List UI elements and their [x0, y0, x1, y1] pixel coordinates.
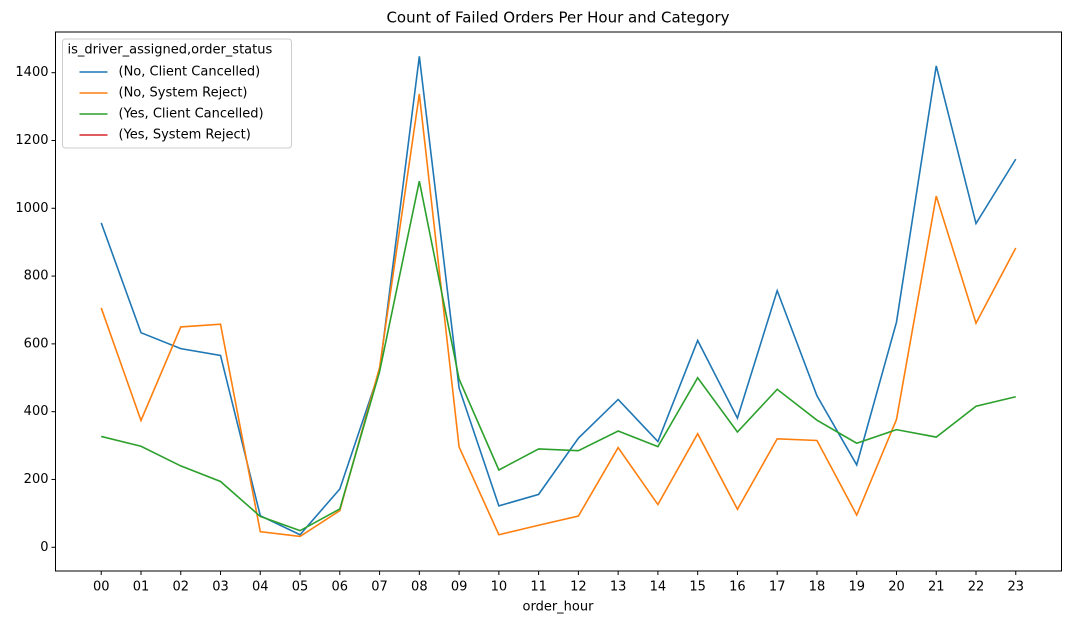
y-tick-label: 1000 [15, 201, 48, 216]
chart-title: Count of Failed Orders Per Hour and Cate… [386, 9, 729, 27]
y-tick-label: 0 [40, 540, 48, 555]
x-axis-label: order_hour [523, 600, 595, 615]
x-tick-label: 04 [252, 580, 269, 595]
y-tick-label: 1400 [15, 65, 48, 80]
legend-label: (Yes, Client Cancelled) [119, 107, 264, 122]
x-tick-label: 21 [928, 580, 945, 595]
x-tick-label: 22 [968, 580, 985, 595]
legend-label: (No, Client Cancelled) [119, 65, 261, 80]
x-tick-label: 03 [212, 580, 229, 595]
x-tick-label: 18 [809, 580, 826, 595]
x-tick-label: 02 [172, 580, 189, 595]
x-tick-label: 23 [1007, 580, 1024, 595]
x-tick-label: 09 [451, 580, 468, 595]
y-tick-label: 600 [24, 336, 49, 351]
x-tick-label: 01 [133, 580, 150, 595]
series-line [101, 180, 1016, 532]
x-tick-label: 17 [769, 580, 786, 595]
y-tick-label: 400 [24, 404, 49, 419]
x-tick-label: 05 [292, 580, 309, 595]
x-tick-label: 13 [610, 580, 627, 595]
x-tick-label: 11 [530, 580, 547, 595]
y-tick-label: 1200 [15, 133, 48, 148]
plot-frame [55, 31, 1062, 572]
x-tick-label: 16 [729, 580, 746, 595]
y-tick-label: 200 [24, 472, 49, 487]
x-tick-label: 20 [888, 580, 905, 595]
x-tick-label: 12 [570, 580, 587, 595]
x-tick-label: 06 [332, 580, 349, 595]
x-tick-label: 08 [411, 580, 428, 595]
x-tick-label: 15 [689, 580, 706, 595]
x-tick-label: 00 [93, 580, 110, 595]
legend-box [62, 38, 292, 149]
y-tick-label: 800 [24, 269, 49, 284]
x-tick-label: 14 [650, 580, 667, 595]
legend-title: is_driver_assigned,order_status [68, 43, 273, 58]
x-tick-label: 07 [371, 580, 388, 595]
x-tick-label: 19 [848, 580, 865, 595]
legend-label: (No, System Reject) [119, 86, 248, 101]
legend-label: (Yes, System Reject) [119, 128, 251, 143]
series-line [100, 93, 1017, 538]
x-tick-label: 10 [491, 580, 508, 595]
